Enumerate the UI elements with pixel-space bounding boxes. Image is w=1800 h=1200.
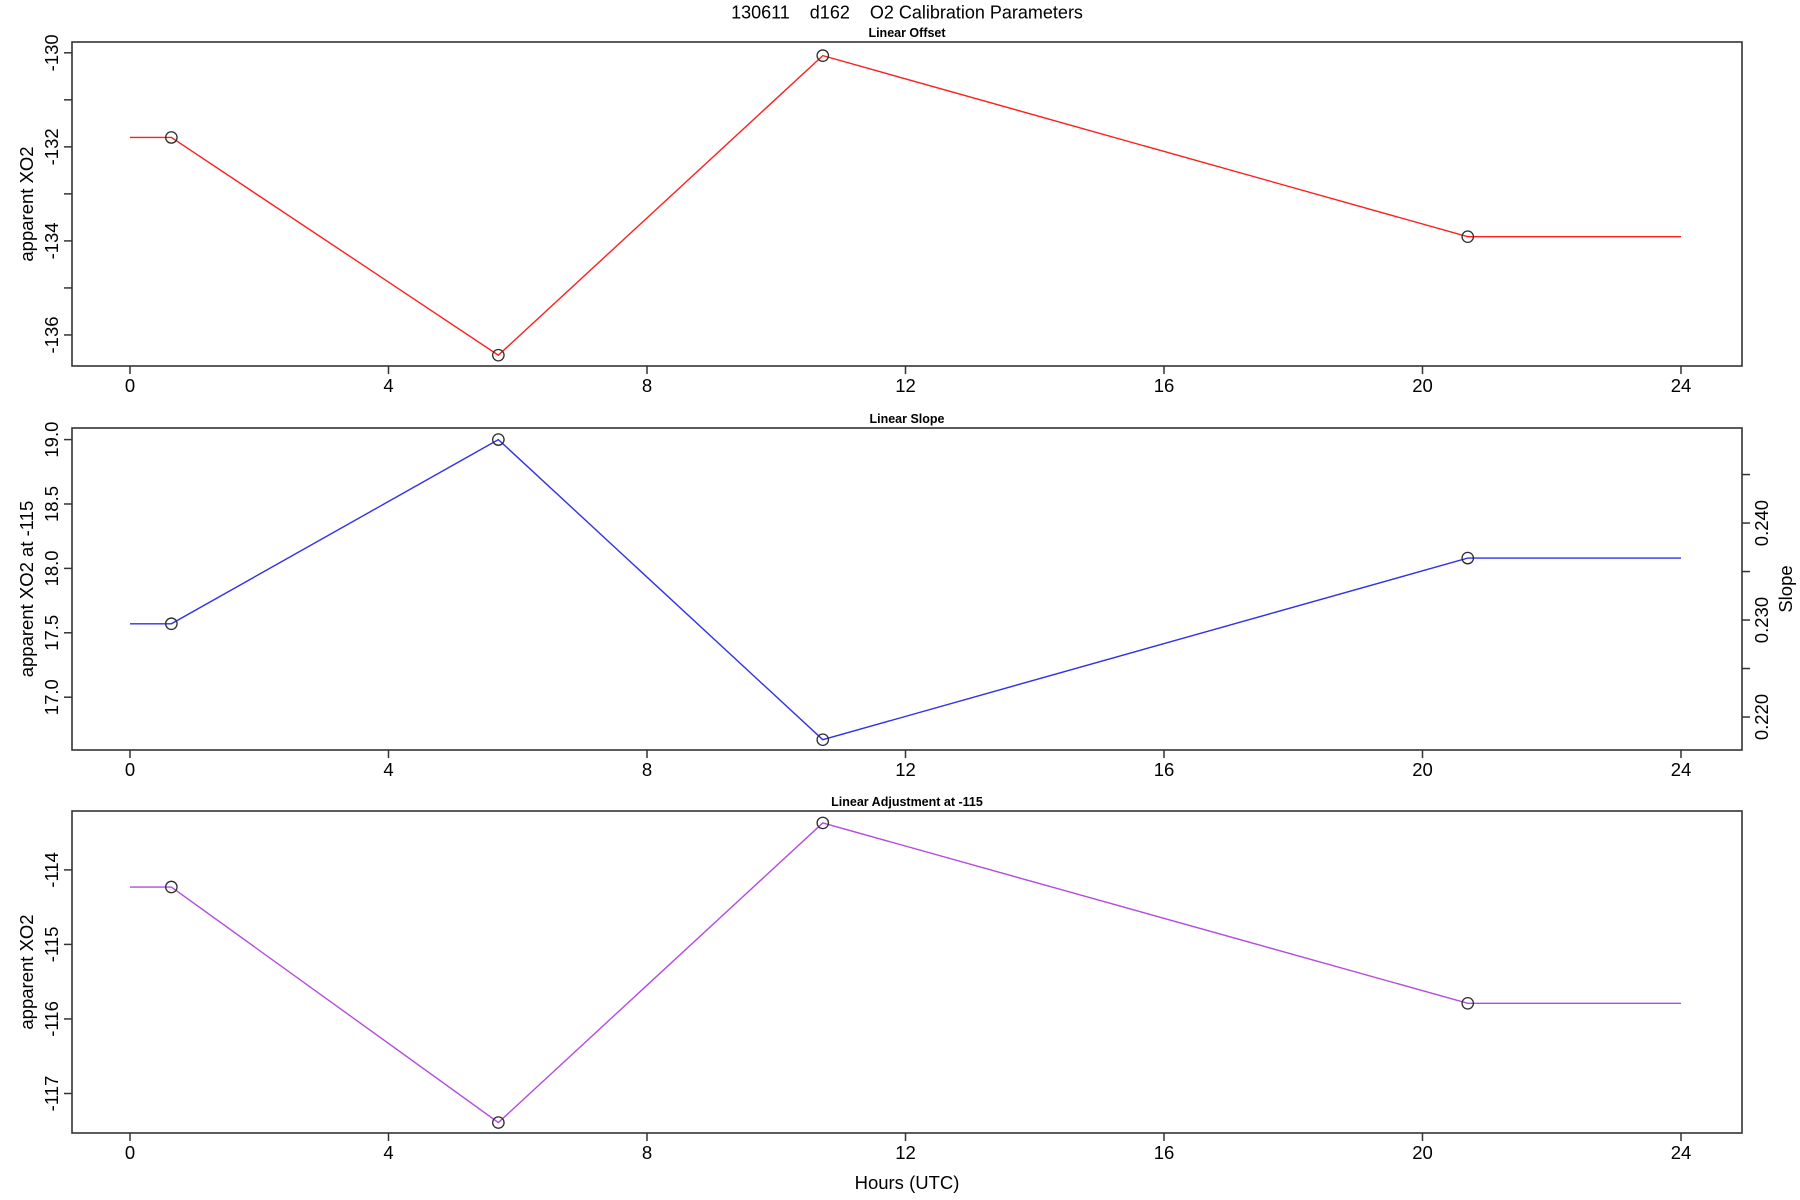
x-tick-label: 4 [383, 1142, 393, 1163]
x-tick-label: 8 [642, 375, 652, 396]
x-tick-label: 20 [1412, 375, 1433, 396]
y-tick-label: -115 [41, 927, 62, 963]
data-point-marker [492, 433, 505, 446]
panel-title-linear-slope: Linear Slope [869, 412, 945, 426]
y-axis-label-slope-right: Slope [1775, 565, 1796, 613]
x-tick-label: 0 [125, 759, 135, 780]
panel-title-linear-offset: Linear Offset [868, 26, 946, 40]
panel-border [71, 427, 1743, 751]
x-tick-label: 24 [1671, 1142, 1692, 1163]
data-line [130, 438, 1681, 741]
x-tick-label: 12 [895, 759, 916, 780]
data-point-marker [816, 733, 830, 747]
data-line [130, 54, 1681, 357]
x-tick-label: 24 [1671, 759, 1692, 780]
x-tick-label: 8 [642, 1142, 652, 1163]
data-point-marker [492, 1116, 505, 1129]
y-tick-label: -134 [41, 222, 62, 259]
y-tick-label: 18.5 [41, 486, 62, 522]
x-tick-label: 24 [1671, 375, 1692, 396]
panel-border [71, 810, 1743, 1134]
y-tick-label: -132 [41, 128, 62, 165]
x-tick-label: 4 [383, 759, 393, 780]
x-tick-label: 12 [895, 375, 916, 396]
panel-border [71, 41, 1743, 367]
data-point-marker [1461, 551, 1475, 565]
y-tick-label: -136 [41, 316, 62, 353]
data-point-marker [1461, 230, 1475, 244]
x-tick-label: 16 [1154, 759, 1175, 780]
x-tick-label: 4 [383, 375, 393, 396]
y-tick-label: -116 [41, 1001, 62, 1037]
y-tick-label: 19.0 [41, 422, 62, 458]
x-tick-label: 20 [1412, 759, 1433, 780]
x-tick-label: 8 [642, 759, 652, 780]
data-point-marker [165, 131, 178, 144]
data-line [130, 822, 1681, 1124]
figure-title: 130611 d162 O2 Calibration Parameters [731, 2, 1083, 23]
data-point-marker [816, 816, 830, 830]
right-y-tick-label: 0.230 [1751, 597, 1772, 643]
y-tick-label: 17.5 [41, 615, 62, 651]
panel-title-linear-adjustment: Linear Adjustment at -115 [831, 795, 983, 809]
y-tick-label: -117 [41, 1076, 62, 1112]
right-y-tick-label: 0.220 [1751, 694, 1772, 740]
x-tick-label: 20 [1412, 1142, 1433, 1163]
x-tick-label: 16 [1154, 1142, 1175, 1163]
y-tick-label: 17.0 [41, 679, 62, 715]
y-axis-label-adjustment: apparent XO2 [16, 914, 37, 1030]
y-axis-label-offset: apparent XO2 [16, 146, 37, 262]
data-point-marker [165, 880, 178, 894]
y-tick-label: 18.0 [41, 550, 62, 586]
data-point-marker [1461, 996, 1475, 1010]
y-axis-label-slope-left: apparent XO2 at -115 [16, 500, 37, 678]
right-y-tick-label: 0.240 [1751, 500, 1772, 546]
x-axis-label: Hours (UTC) [854, 1172, 960, 1193]
x-tick-label: 12 [895, 1142, 916, 1163]
data-point-marker [165, 617, 178, 631]
y-tick-label: -130 [41, 34, 62, 71]
x-tick-label: 0 [125, 375, 135, 396]
data-point-marker [492, 348, 505, 362]
data-point-marker [816, 49, 830, 62]
x-tick-label: 16 [1154, 375, 1175, 396]
x-tick-label: 0 [125, 1142, 135, 1163]
y-tick-label: -114 [41, 852, 62, 888]
